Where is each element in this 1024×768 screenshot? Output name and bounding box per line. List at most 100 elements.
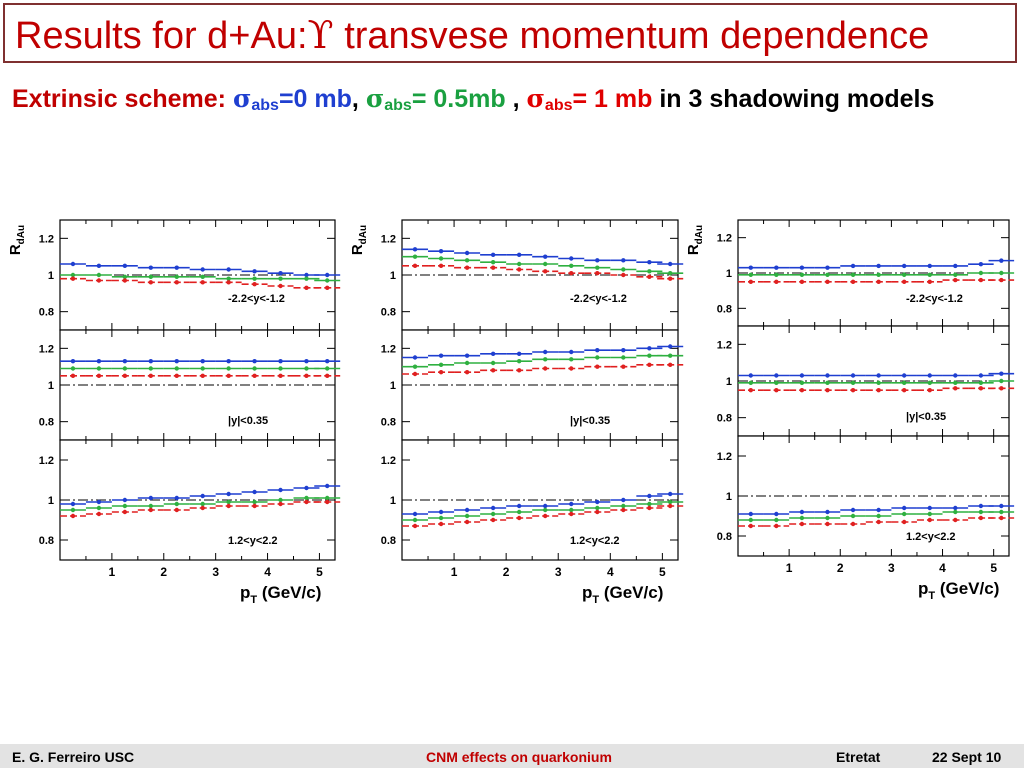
data-point [621, 355, 626, 360]
data-point [412, 254, 418, 259]
data-point [953, 386, 958, 391]
data-point [647, 353, 652, 358]
data-series [738, 258, 1015, 270]
y-tick-label: 1.2 [39, 343, 54, 355]
x-tick-label: 3 [212, 565, 219, 579]
data-point [148, 280, 154, 285]
data-point [252, 366, 257, 371]
sigma-abs-0: σabs=0 mb [233, 84, 352, 114]
footer-venue: Etretat [836, 749, 881, 765]
y-tick-label: 1.2 [39, 233, 54, 245]
data-point [825, 279, 830, 285]
x-tick-label: 1 [786, 561, 793, 575]
data-point [569, 263, 574, 269]
y-tick-label: 0.8 [39, 535, 54, 547]
data-point [595, 270, 600, 276]
data-point [122, 274, 128, 280]
x-tick-label: 2 [160, 565, 167, 579]
data-point [278, 276, 283, 281]
data-point [516, 515, 522, 521]
data-point [200, 493, 205, 499]
data-point [412, 263, 418, 269]
data-point [667, 261, 673, 267]
data-point [304, 272, 309, 278]
data-point [516, 368, 522, 373]
data-point [569, 256, 574, 261]
data-point [621, 267, 626, 272]
data-point [304, 285, 309, 291]
data-point [122, 503, 128, 509]
model-panel-group-eps: EPSRdAu0.811.2-2.2<y<-1.20.811.2|y|<0.35… [349, 219, 684, 606]
data-point [490, 368, 496, 373]
data-point [569, 366, 574, 371]
data-point [569, 507, 574, 513]
data-point [543, 503, 548, 509]
data-point [667, 491, 673, 497]
data-point [901, 263, 907, 269]
data-point [122, 278, 128, 283]
data-point [595, 258, 600, 263]
rapidity-label: 1.2<y<2.2 [228, 535, 278, 547]
data-point [304, 366, 309, 371]
data-point [252, 358, 257, 364]
x-tick-label: 5 [316, 565, 323, 579]
data-series [738, 386, 1015, 393]
data-point [325, 495, 330, 501]
data-series [60, 483, 341, 507]
subtitle: Extrinsic scheme: σabs=0 mb, σabs= 0.5mb… [12, 84, 934, 115]
data-point [304, 485, 309, 491]
data-point [927, 511, 932, 517]
title-box: Results for d+Au:ϒ transvese momentum de… [3, 3, 1017, 63]
data-point [876, 373, 881, 378]
data-point [774, 517, 779, 523]
x-tick-label: 4 [939, 561, 946, 575]
data-point [226, 491, 231, 497]
data-point [774, 511, 779, 517]
data-point [325, 499, 330, 505]
data-point [543, 507, 548, 513]
data-point [122, 358, 128, 364]
data-point [174, 280, 179, 285]
data-point [953, 373, 958, 378]
data-point [543, 269, 548, 274]
data-point [278, 358, 283, 364]
data-point [876, 513, 881, 519]
data-point [96, 272, 102, 278]
y-tick-label: 1.2 [39, 455, 54, 467]
data-point [901, 380, 907, 386]
data-point [490, 259, 496, 265]
x-axis-label-unit: (GeV/c) [599, 583, 663, 602]
x-axis-label-subscript: T [928, 590, 935, 602]
data-point [412, 517, 418, 523]
data-point [595, 364, 600, 369]
data-point [70, 366, 76, 371]
data-point [70, 276, 76, 281]
y-axis-label-subscript: dAu [358, 225, 369, 244]
data-point [953, 509, 958, 515]
data-point [999, 515, 1004, 521]
data-point [621, 497, 626, 503]
data-point [516, 351, 522, 357]
data-point [96, 499, 102, 505]
data-point [70, 501, 76, 507]
y-tick-label: 1 [48, 270, 54, 282]
data-point [464, 513, 470, 519]
data-point [953, 505, 958, 511]
x-tick-label: 2 [503, 565, 510, 579]
data-point [748, 387, 753, 393]
data-point [647, 505, 652, 511]
data-point [850, 272, 856, 277]
x-axis-label: pT (GeV/c) [918, 579, 999, 602]
data-series [738, 509, 1015, 523]
data-point [278, 373, 283, 379]
data-point [978, 386, 984, 391]
y-tick-label: 1 [390, 495, 396, 507]
data-point [325, 483, 330, 489]
data-series [738, 270, 1015, 277]
data-point [70, 261, 76, 267]
data-point [999, 277, 1004, 283]
data-point [569, 357, 574, 362]
y-axis-label: RdAu [7, 225, 27, 255]
data-point [999, 509, 1004, 515]
y-tick-label: 1 [390, 380, 396, 392]
